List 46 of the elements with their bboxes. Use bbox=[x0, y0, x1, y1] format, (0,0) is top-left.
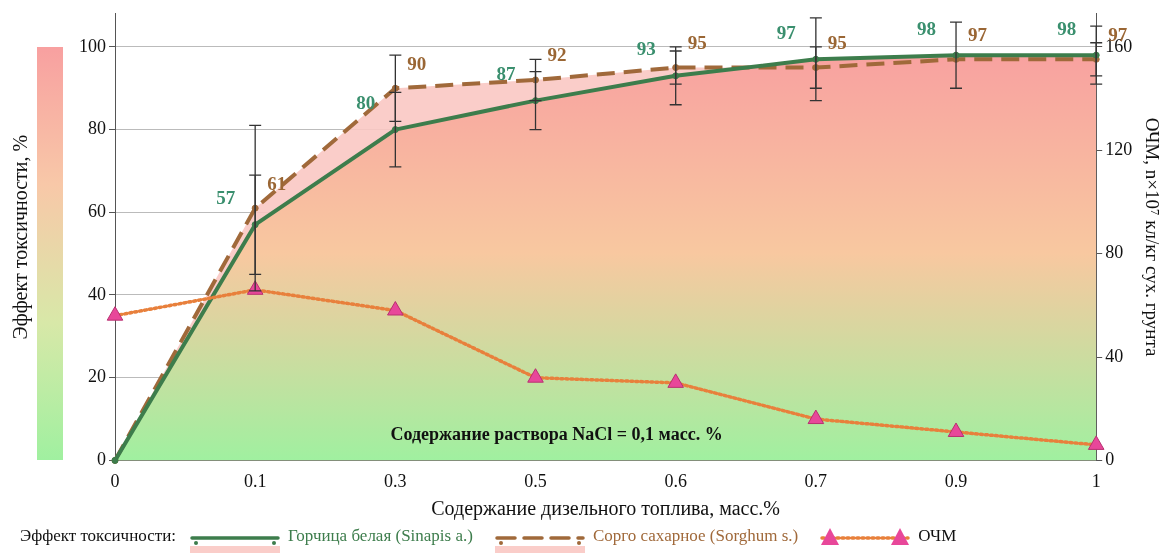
text: Сорго сахарное (Sorghum s.) bbox=[592, 526, 799, 546]
y-tick-label: 40 bbox=[88, 283, 106, 304]
y-tick-label: 0 bbox=[97, 449, 106, 470]
x-tick-label: 0.1 bbox=[243, 470, 267, 491]
y2-tick-label: 120 bbox=[1105, 139, 1133, 159]
y2-tick-label: 40 bbox=[1105, 345, 1124, 366]
legend-label: ОЧМ bbox=[918, 526, 957, 546]
x-tick-label: 1 bbox=[1091, 470, 1101, 491]
point bbox=[106, 306, 124, 321]
y-axis-title: Эффект токсичности, % bbox=[9, 134, 33, 340]
data-label: 95 bbox=[687, 31, 707, 53]
x-tick-label: 0.7 bbox=[804, 470, 828, 491]
data-label: 98 bbox=[917, 17, 937, 39]
x-tick-label: 0.9 bbox=[944, 470, 968, 491]
y-tick-label: 60 bbox=[88, 201, 106, 222]
x-tick-label: 0.5 bbox=[524, 470, 547, 491]
annotation: Содержание раствора NaCl = 0,1 масс. % bbox=[390, 424, 723, 445]
y-tick-label: 20 bbox=[88, 366, 106, 387]
data-label: 90 bbox=[407, 52, 427, 74]
data-label: 87 bbox=[496, 63, 517, 85]
point bbox=[947, 422, 965, 437]
y2-tick-label: 80 bbox=[1105, 242, 1124, 263]
point bbox=[667, 373, 684, 388]
y2-axis-title: ОЧМ, n×10⁷ кл/кг сух. грунта bbox=[1141, 117, 1163, 358]
x-tick-label: 0.3 bbox=[384, 470, 407, 491]
y2-tick-label: 0 bbox=[1105, 449, 1115, 470]
y-tick-label: 100 bbox=[79, 35, 106, 56]
data-label: 61 bbox=[267, 172, 287, 194]
data-label: 92 bbox=[547, 44, 567, 66]
x-axis-title: Содержание дизельного топлива, масс.% bbox=[431, 497, 780, 521]
data-label: 57 bbox=[216, 187, 236, 209]
data-label: 80 bbox=[356, 91, 376, 113]
data-label: 93 bbox=[636, 38, 656, 60]
data-label: 95 bbox=[827, 31, 847, 53]
point bbox=[807, 409, 825, 425]
text: Горчица белая (Sinapis a.) bbox=[287, 526, 473, 546]
data-label: 97 bbox=[968, 23, 988, 45]
point bbox=[387, 301, 404, 316]
x-tick-label: 0.6 bbox=[664, 470, 687, 491]
legend-title: Эффект токсичности: bbox=[20, 526, 176, 546]
x-tick-label: 0 bbox=[110, 470, 120, 491]
point bbox=[1087, 435, 1105, 450]
data-label: 98 bbox=[1057, 17, 1077, 39]
y-tick-label: 80 bbox=[88, 118, 106, 139]
point bbox=[527, 368, 544, 383]
data-label: 97 bbox=[776, 21, 797, 43]
